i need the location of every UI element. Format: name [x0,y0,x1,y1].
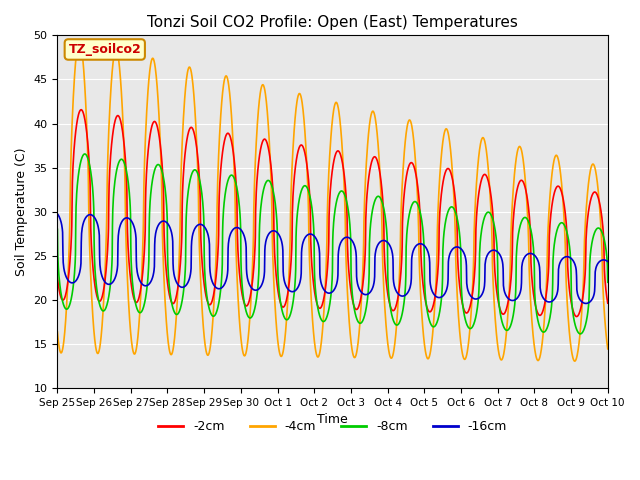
-8cm [260,187,268,192]
-2cm [429,302,437,308]
-16cm [429,290,437,296]
Line: -2cm: -2cm [58,110,608,316]
-4cm [429,323,437,328]
X-axis label: Time: Time [317,413,348,426]
-4cm [85,230,93,236]
-16cm [278,240,286,246]
-8cm [172,311,179,316]
Title: Tonzi Soil CO2 Profile: Open (East) Temperatures: Tonzi Soil CO2 Profile: Open (East) Temp… [147,15,518,30]
Legend: -2cm, -4cm, -8cm, -16cm: -2cm, -4cm, -8cm, -16cm [153,415,512,438]
-4cm [278,352,286,358]
-16cm [171,275,179,281]
Line: -16cm: -16cm [58,214,608,303]
-16cm [604,259,612,264]
-16cm [582,300,590,306]
Line: -4cm: -4cm [58,41,608,361]
-4cm [571,358,579,364]
-2cm [85,160,93,166]
-8cm [429,324,437,330]
-4cm [260,83,268,88]
-4cm [54,329,61,335]
-16cm [85,212,93,218]
-4cm [76,38,83,44]
-8cm [54,227,61,232]
-16cm [281,279,289,285]
-16cm [259,277,267,283]
-2cm [77,107,85,113]
-8cm [81,151,88,157]
-2cm [54,275,61,280]
-4cm [172,329,179,335]
Line: -8cm: -8cm [58,154,608,334]
-4cm [281,335,289,341]
-2cm [573,313,580,319]
-2cm [604,300,612,306]
Y-axis label: Soil Temperature (C): Soil Temperature (C) [15,147,28,276]
-4cm [604,346,612,352]
-2cm [278,304,286,310]
-2cm [172,298,179,303]
Text: TZ_soilco2: TZ_soilco2 [68,43,141,56]
-2cm [260,137,268,143]
-8cm [577,331,584,337]
-8cm [278,308,286,314]
-8cm [85,160,93,166]
-2cm [281,302,289,308]
-8cm [604,279,612,285]
-16cm [54,211,61,216]
-8cm [281,316,289,322]
